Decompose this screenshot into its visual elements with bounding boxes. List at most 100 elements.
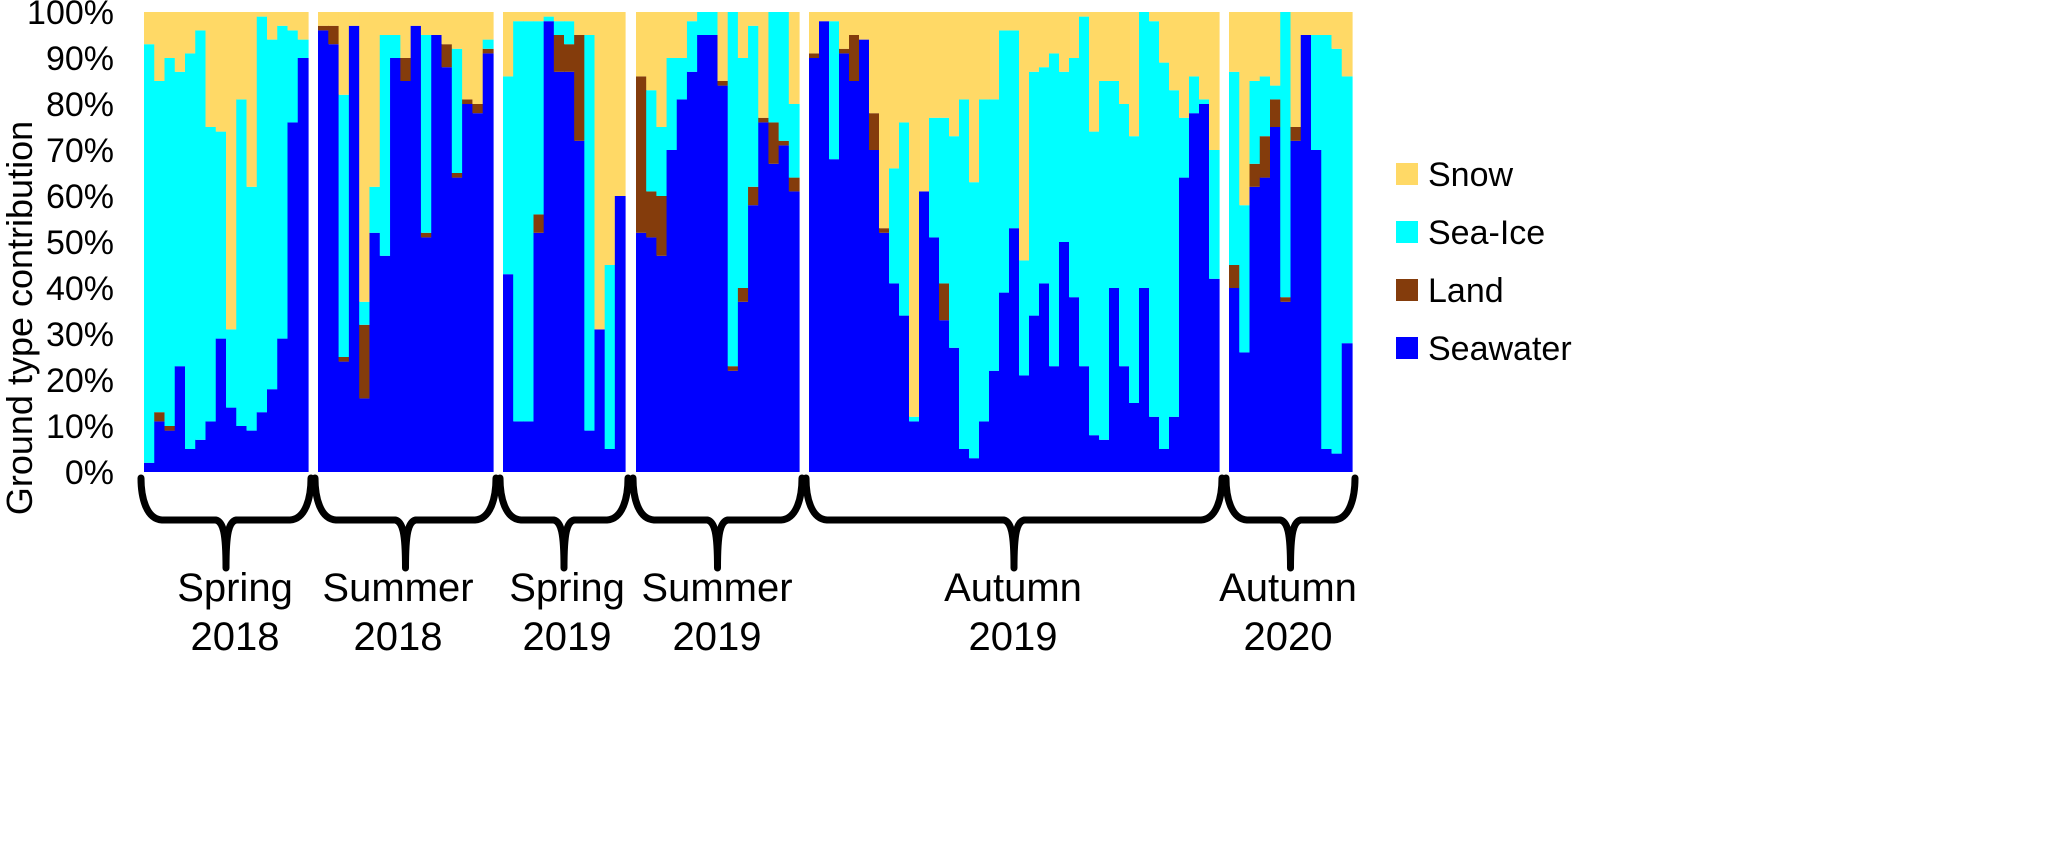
legend-swatch [1396,163,1418,185]
bar-snow [1229,12,1240,72]
bar-land [1259,136,1271,178]
bar-sea-ice [727,12,739,367]
bar-seawater [1139,288,1150,472]
bar-snow [1129,12,1140,137]
bar-snow [226,12,237,330]
bar-sea-ice [369,186,381,233]
bar-sea-ice [1169,90,1180,417]
bar-snow [1099,12,1110,81]
bar-seawater [205,421,217,472]
bar-seawater [748,205,759,472]
bar-snow [889,12,900,169]
bar-snow [553,12,565,22]
bar-sea-ice [226,329,237,408]
bar-sea-ice [1109,81,1120,288]
bar-seawater [999,292,1010,472]
bar-snow [1169,12,1180,91]
bar-land [778,140,790,146]
group-brace [629,474,806,572]
bar-sea-ice [564,21,575,45]
bar-land [788,177,800,192]
bar-snow [574,12,585,35]
bar-seawater [482,53,494,473]
group-label-year: 2018 [191,615,280,659]
bar-snow [1199,12,1210,100]
bar-snow [999,12,1010,31]
bar-seawater [1270,127,1281,472]
bar-land [849,35,860,81]
bar-seawater [1239,352,1251,472]
bar-seawater [1149,416,1160,472]
bar-snow [717,12,729,81]
bar-seawater [859,39,870,472]
bar-snow [215,12,227,132]
bar-sea-ice [482,39,494,49]
bar-sea-ice [205,127,217,422]
bar-sea-ice [287,30,299,123]
bar-sea-ice [676,58,688,100]
bar-seawater [707,35,719,472]
bar-seawater [788,191,800,472]
bar-sea-ice [246,186,258,431]
legend-label: Seawater [1428,330,1572,368]
bar-land [400,58,412,81]
bar-seawater [195,439,207,472]
bar-snow [543,12,555,17]
bar-seawater [1169,416,1180,472]
bar-seawater [1321,449,1333,472]
bar-seawater [1249,186,1261,473]
bar-snow [879,12,890,229]
bar-seawater [410,25,422,473]
bar-seawater [686,71,698,473]
bar-sea-ice [338,94,350,358]
bar-seawater [1179,177,1190,472]
bar-seawater [899,315,910,472]
bar-seawater [809,58,820,472]
bar-snow [431,12,443,35]
bar-sea-ice [533,21,545,215]
bar-snow [1119,12,1130,104]
legend: Snow Sea-Ice Land Seawater [1396,156,1572,368]
bar-land [879,228,890,233]
bar-sea-ice [1239,205,1251,353]
bar-snow [564,12,575,22]
bar-sea-ice [909,416,920,422]
bar-snow [287,12,299,31]
bar-snow [472,12,484,104]
bar-sea-ice [164,58,176,426]
bar-sea-ice [236,99,248,427]
bar-snow [737,12,749,58]
bar-sea-ice [144,44,155,463]
bar-seawater [503,274,514,472]
bar-land [338,357,350,362]
bar-seawater [1019,375,1030,472]
bar-sea-ice [949,136,960,348]
bar-snow [1029,12,1040,72]
bar-land [727,366,739,371]
bar-sea-ice [989,99,1000,371]
bar-seawater [144,462,155,472]
bar-seawater [451,177,463,472]
group-label-season: Summer [641,566,792,610]
bar-seawater [1209,278,1220,472]
bar-sea-ice [1029,71,1040,316]
bar-seawater [1049,366,1060,472]
bar-seawater [1189,113,1200,472]
bar-sea-ice [215,131,227,339]
bar-snow [1049,12,1060,54]
bar-sea-ice [1039,67,1050,284]
bar-land [359,324,371,399]
bar-seawater [246,430,258,472]
bar-land [646,191,657,238]
bar-land [1290,127,1302,141]
bar-snow [788,12,800,104]
bar-seawater [1199,104,1210,472]
bar-sea-ice [748,25,759,187]
bar-land [318,25,329,31]
bar-snow [666,12,678,58]
bar-sea-ice [584,35,596,431]
bar-snow [656,12,668,127]
bar-seawater [778,145,790,472]
bar-seawater [369,232,381,472]
group-label-season: Autumn [1219,566,1357,610]
